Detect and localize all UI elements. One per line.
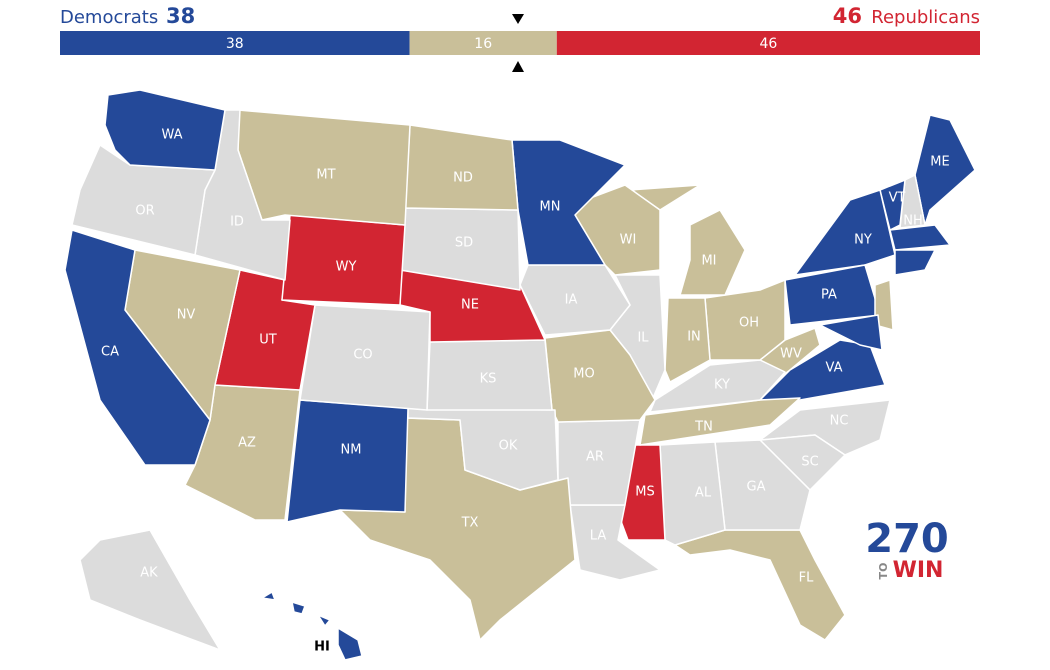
- state-shape: [914, 114, 976, 226]
- state-shape: [79, 529, 221, 651]
- state-label: MS: [635, 485, 654, 500]
- bar-segment: [556, 31, 980, 55]
- state-shape: [317, 614, 331, 627]
- state-label: MI: [701, 254, 716, 269]
- state-label: KY: [714, 378, 730, 393]
- state-label: NM: [341, 443, 362, 458]
- state-label: AR: [586, 450, 604, 465]
- bar-label: 46: [759, 36, 777, 52]
- logo-win: WIN: [893, 558, 944, 583]
- state-nj: [874, 279, 894, 331]
- state-shape: [299, 304, 431, 411]
- logo: 270 TO WIN: [865, 516, 949, 583]
- state-shape: [291, 601, 306, 615]
- state-label: WY: [336, 260, 357, 275]
- us-map: WA OR CA ID NV MT WY UT AZ CO NM ND SD NE KS OK TX MN IA MO…: [64, 89, 976, 661]
- bar-label: 38: [226, 36, 244, 52]
- state-label: IN: [687, 330, 701, 345]
- state-label: CA: [101, 345, 119, 360]
- state-shape: [407, 407, 559, 491]
- state-ma: [889, 224, 951, 251]
- state-label: IL: [637, 331, 649, 346]
- bar-segment: [409, 31, 557, 55]
- state-shape: [104, 89, 226, 171]
- state-label: KS: [480, 372, 497, 387]
- rep-label: Republicans: [871, 7, 980, 28]
- state-label: OR: [135, 204, 154, 219]
- marker-top: [512, 14, 524, 24]
- state-label: NH: [903, 214, 923, 229]
- state-label: UT: [259, 333, 277, 348]
- state-label: AZ: [238, 436, 256, 451]
- state-label: ND: [453, 171, 473, 186]
- state-shape: [674, 529, 846, 641]
- state-shape: [659, 441, 726, 546]
- state-label: AL: [695, 486, 712, 501]
- state-label: FL: [799, 571, 814, 586]
- state-label: HI: [314, 640, 330, 655]
- state-shape: [337, 627, 363, 661]
- state-shape: [261, 591, 276, 601]
- state-label: WV: [780, 347, 802, 362]
- state-label: VT: [889, 191, 906, 206]
- state-label: CO: [353, 348, 372, 363]
- dem-label: Democrats: [60, 7, 158, 28]
- state-shape: [649, 359, 786, 413]
- state-label: PA: [821, 288, 837, 303]
- state-label: ME: [930, 155, 949, 170]
- state-label: GA: [747, 480, 766, 495]
- state-label: TN: [694, 420, 713, 435]
- logo-number: 270: [865, 516, 949, 562]
- state-shape: [64, 229, 211, 466]
- state-label: LA: [590, 529, 607, 544]
- state-label: MO: [573, 367, 594, 382]
- logo-to: TO: [877, 563, 890, 580]
- dem-count: 38: [166, 4, 195, 28]
- rep-count: 46: [833, 4, 862, 28]
- state-label: OK: [499, 439, 518, 454]
- state-label: WA: [161, 128, 182, 143]
- state-label: NE: [461, 298, 479, 313]
- state-label: OH: [739, 316, 759, 331]
- state-ct-ri: [894, 249, 936, 276]
- state-label: IA: [565, 293, 578, 308]
- state-md: [819, 314, 883, 351]
- state-label: SD: [455, 236, 473, 251]
- state-label: SC: [801, 455, 818, 470]
- seat-bar: 38 16 46: [60, 31, 980, 55]
- state-label: WI: [620, 233, 637, 248]
- state-shape: [404, 124, 519, 211]
- state-label: AK: [140, 566, 158, 581]
- state-label: NY: [854, 233, 872, 248]
- state-label: MN: [540, 200, 561, 215]
- state-label: MT: [316, 168, 335, 183]
- state-shape: [511, 139, 626, 266]
- bar-segment: [60, 31, 410, 55]
- state-label: ID: [230, 215, 244, 230]
- state-shape: [664, 297, 711, 383]
- state-shape: [286, 399, 409, 523]
- state-shape: [794, 189, 896, 276]
- marker-bottom: [512, 61, 524, 72]
- state-label: NC: [830, 414, 849, 429]
- state-label: TX: [461, 516, 479, 531]
- state-label: VA: [826, 361, 843, 376]
- state-shape: [679, 209, 746, 296]
- state-label: NV: [177, 308, 196, 323]
- bar-label: 16: [474, 36, 492, 52]
